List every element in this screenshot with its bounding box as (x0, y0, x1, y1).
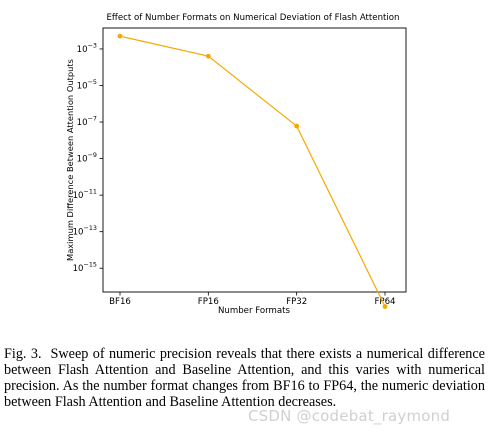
x-tick-label: BF16 (109, 297, 131, 307)
x-tick-label: FP16 (198, 297, 219, 307)
y-axis-label: Maximum Difference Between Attention Out… (65, 59, 75, 261)
data-point (205, 53, 211, 59)
y-tick-exponent: −11 (84, 188, 98, 196)
series-group (117, 33, 388, 309)
y-tick-base: 10 (77, 45, 88, 55)
data-point (117, 33, 123, 39)
y-tick-label: 10−5 (77, 78, 97, 92)
watermark: CSDN @codebat_raymond (248, 407, 451, 425)
y-tick-base: 10 (73, 191, 84, 201)
chart-title: Effect of Number Formats on Numerical De… (107, 13, 400, 23)
y-tick-label: 10−15 (73, 261, 97, 275)
y-tick-exponent: −9 (88, 151, 97, 159)
y-tick-base: 10 (77, 155, 88, 165)
y-tick-base: 10 (77, 81, 88, 91)
x-axis-ticks: BF16 FP16 FP32 FP64 (109, 292, 396, 307)
x-tick-label: FP64 (374, 297, 395, 307)
y-tick-label: 10−7 (77, 115, 97, 129)
x-axis-label: Number Formats (218, 306, 291, 316)
y-tick-exponent: −5 (88, 78, 97, 86)
y-tick-label: 10−9 (77, 151, 97, 165)
series-line (119, 35, 386, 307)
y-tick-base: 10 (77, 118, 88, 128)
y-tick-exponent: −15 (84, 261, 98, 269)
plot-frame (102, 27, 407, 293)
y-tick-label: 10−11 (73, 188, 97, 202)
y-tick-exponent: −7 (88, 115, 97, 123)
caption-text: Sweep of numeric precision reveals that … (4, 346, 485, 410)
x-tick-label: FP32 (286, 297, 307, 307)
y-tick-label: 10−13 (73, 224, 97, 238)
data-point (294, 123, 300, 129)
y-tick-exponent: −13 (84, 224, 98, 232)
line-chart: Effect of Number Formats on Numerical De… (65, 13, 407, 316)
caption-label: Fig. 3. (4, 346, 42, 362)
y-tick-exponent: −3 (88, 41, 97, 49)
y-tick-base: 10 (73, 264, 84, 274)
y-tick-base: 10 (73, 228, 84, 238)
data-point (382, 304, 388, 309)
y-tick-label: 10−3 (77, 41, 97, 55)
figure-caption: Fig. 3. Sweep of numeric precision reveal… (4, 346, 485, 410)
